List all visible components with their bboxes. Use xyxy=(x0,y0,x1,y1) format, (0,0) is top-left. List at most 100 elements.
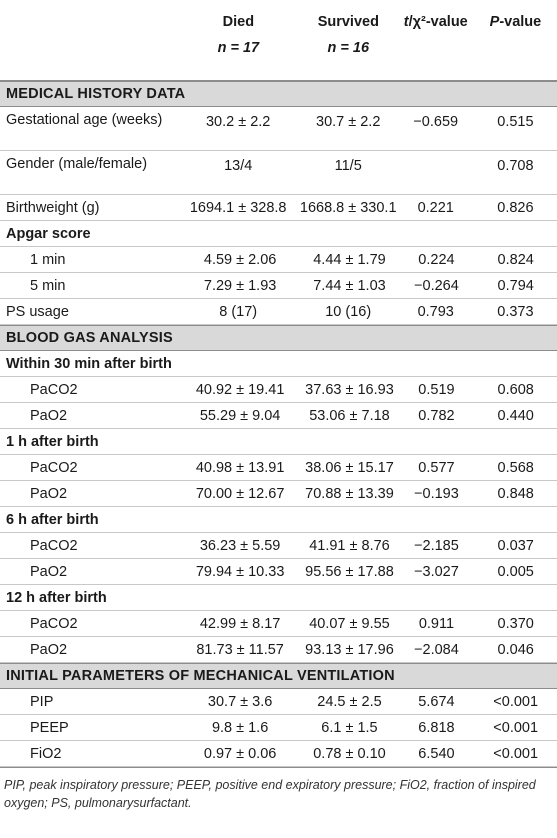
cell-survived: 24.5 ± 2.5 xyxy=(317,693,382,710)
table-row: Gender (male/female) 13/4 11/5 0.708 xyxy=(0,151,557,195)
header-survived-n: n = 16 xyxy=(327,40,370,56)
cell-test-value: 0.782 xyxy=(418,407,455,424)
cell-p-value: 0.794 xyxy=(497,277,534,294)
cell-survived: 37.63 ± 16.93 xyxy=(305,381,394,398)
table-row: PEEP 9.8 ± 1.6 6.1 ± 1.5 6.818 <0.001 xyxy=(0,715,557,741)
cell-survived: 7.44 ± 1.03 xyxy=(313,277,386,294)
row-label: Gender (male/female) xyxy=(6,156,148,172)
cell-p-value: 0.373 xyxy=(497,303,534,320)
cell-survived: 93.13 ± 17.96 xyxy=(305,641,394,658)
row-label: PaO2 xyxy=(30,563,68,580)
row-label: PS usage xyxy=(6,303,69,320)
cell-survived: 30.7 ± 2.2 xyxy=(316,114,381,130)
table-row: Birthweight (g) 1694.1 ± 328.8 1668.8 ± 33… xyxy=(0,195,557,221)
cell-p-value: 0.608 xyxy=(497,381,534,398)
cell-survived: 95.56 ± 17.88 xyxy=(305,563,394,580)
row-label: PaO2 xyxy=(30,641,68,658)
cell-survived: 53.06 ± 7.18 xyxy=(309,407,390,424)
data-table: Died n = 17 Survived n = 16 t/χ²-value P… xyxy=(0,0,557,812)
cell-died: 55.29 ± 9.04 xyxy=(199,407,281,424)
cell-died: 4.59 ± 2.06 xyxy=(203,251,277,268)
cell-p-value: 0.848 xyxy=(497,485,534,502)
row-label: PaCO2 xyxy=(30,537,78,554)
cell-died: 1694.1 ± 328.8 xyxy=(189,199,287,216)
cell-test-value: 6.818 xyxy=(418,719,455,736)
table-row: 5 min 7.29 ± 1.93 7.44 ± 1.03 −0.264 0.794 xyxy=(0,273,557,299)
table-row: FiO2 0.97 ± 0.06 0.78 ± 0.10 6.540 <0.001 xyxy=(0,741,557,767)
cell-test-value: 6.540 xyxy=(418,745,455,762)
cell-test-value: 0.577 xyxy=(418,459,455,476)
cell-p-value: 0.826 xyxy=(497,199,534,216)
header-blank xyxy=(0,0,178,80)
cell-died: 79.94 ± 10.33 xyxy=(195,563,285,580)
subhead-apgar: Apgar score xyxy=(0,221,557,247)
row-label: FiO2 xyxy=(30,745,62,762)
cell-p-value: 0.005 xyxy=(497,563,534,580)
cell-p-value: 0.037 xyxy=(497,537,534,554)
header-survived: Survived n = 16 xyxy=(299,0,398,80)
cell-test-value xyxy=(398,151,474,157)
cell-p-value: <0.001 xyxy=(493,719,539,736)
cell-survived: 41.91 ± 8.76 xyxy=(309,537,390,554)
row-label: PaO2 xyxy=(30,485,68,502)
cell-p-value: <0.001 xyxy=(493,745,539,762)
cell-died: 30.2 ± 2.2 xyxy=(205,114,271,130)
cell-survived: 11/5 xyxy=(334,158,362,174)
cell-survived: 70.88 ± 13.39 xyxy=(305,485,394,502)
cell-test-value: 0.224 xyxy=(418,251,455,268)
cell-p-value: 0.370 xyxy=(497,615,534,632)
subhead-time: 1 h after birth xyxy=(0,429,557,455)
subhead-time: 6 h after birth xyxy=(0,507,557,533)
header-survived-title: Survived xyxy=(317,14,379,30)
table-header: Died n = 17 Survived n = 16 t/χ²-value P… xyxy=(0,0,557,81)
cell-test-value: 0.793 xyxy=(417,303,454,320)
table-row: PaCO2 42.99 ± 8.17 40.07 ± 9.55 0.911 0.370 xyxy=(0,611,557,637)
table-row: PaO2 70.00 ± 12.67 70.88 ± 13.39 −0.193 0.84… xyxy=(0,481,557,507)
section-medical-history: MEDICAL HISTORY DATA xyxy=(0,81,557,107)
cell-test-value: −2.185 xyxy=(414,537,459,554)
section-initial-parameters: INITIAL PARAMETERS OF MECHANICAL VENTILA… xyxy=(0,663,557,689)
header-p-value: P-value xyxy=(489,14,542,30)
cell-died: 70.00 ± 12.67 xyxy=(195,485,285,502)
cell-survived: 1668.8 ± 330.1 xyxy=(299,199,397,216)
cell-test-value: 0.221 xyxy=(417,199,454,216)
table-row: Gestational age (weeks) 30.2 ± 2.2 30.7 ± … xyxy=(0,107,557,151)
table-row: PaO2 81.73 ± 11.57 93.13 ± 17.96 −2.084 0.04… xyxy=(0,637,557,663)
cell-p-value: 0.515 xyxy=(497,114,534,130)
cell-test-value: −0.659 xyxy=(413,114,459,130)
row-label: 1 min xyxy=(30,251,66,268)
cell-survived: 10 (16) xyxy=(325,303,372,320)
table-row: PaCO2 40.98 ± 13.91 38.06 ± 15.17 0.577 0.56… xyxy=(0,455,557,481)
cell-died: 42.99 ± 8.17 xyxy=(199,615,281,632)
table-row: PIP 30.7 ± 3.6 24.5 ± 2.5 5.674 <0.001 xyxy=(0,689,557,715)
cell-test-value: 0.519 xyxy=(418,381,455,398)
section-blood-gas: BLOOD GAS ANALYSIS xyxy=(0,325,557,351)
table-footnote: PIP, peak inspiratory pressure; PEEP, po… xyxy=(0,767,557,812)
cell-died: 8 (17) xyxy=(219,303,258,320)
cell-died: 81.73 ± 11.57 xyxy=(196,641,284,658)
table-body: MEDICAL HISTORY DATA Gestational age (wee… xyxy=(0,81,557,767)
cell-test-value: −0.264 xyxy=(414,277,459,294)
header-died-title: Died xyxy=(222,14,255,30)
subhead-time: 12 h after birth xyxy=(0,585,557,611)
cell-p-value: 0.440 xyxy=(497,407,534,424)
row-label: PaO2 xyxy=(30,407,68,424)
cell-test-value: −3.027 xyxy=(414,563,459,580)
table-row: PaO2 79.94 ± 10.33 95.56 ± 17.88 −3.027 0.00… xyxy=(0,559,557,585)
cell-test-value: −0.193 xyxy=(414,485,459,502)
cell-died: 13/4 xyxy=(224,158,253,174)
row-label: PaCO2 xyxy=(30,381,78,398)
cell-died: 36.23 ± 5.59 xyxy=(199,537,281,554)
cell-survived: 6.1 ± 1.5 xyxy=(321,719,378,736)
table-row: PaCO2 40.92 ± 19.41 37.63 ± 16.93 0.519 0.60… xyxy=(0,377,557,403)
header-died: Died n = 17 xyxy=(178,0,299,80)
row-label: Birthweight (g) xyxy=(6,199,100,216)
cell-test-value: 0.911 xyxy=(418,615,455,632)
table-row: 1 min 4.59 ± 2.06 4.44 ± 1.79 0.224 0.824 xyxy=(0,247,557,273)
row-label: Gestational age (weeks) xyxy=(6,112,163,128)
cell-p-value: <0.001 xyxy=(493,693,539,710)
cell-test-value: −2.084 xyxy=(414,641,459,658)
cell-p-value: 0.046 xyxy=(497,641,534,658)
row-label: PEEP xyxy=(30,719,69,736)
cell-died: 0.97 ± 0.06 xyxy=(203,745,277,762)
